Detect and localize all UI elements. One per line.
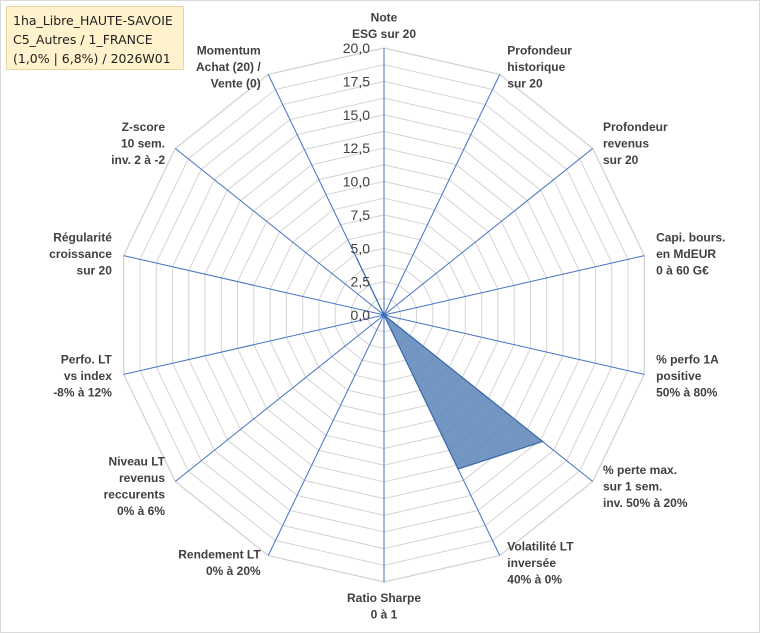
axis-label-line: Capi. bours. xyxy=(656,230,725,244)
axis-label: Profondeur revenus sur 20 xyxy=(603,120,668,167)
axis-label: Momentum Achat (20) / Vente (0) xyxy=(196,44,261,91)
axis-label: Volatilité LT inversée 40% à 0% xyxy=(507,539,574,586)
axis-label: Rendement LT 0% à 20% xyxy=(178,548,261,579)
axis-label-line: sur 20 xyxy=(507,77,543,91)
axis-spoke xyxy=(174,314,385,482)
axis-spoke xyxy=(383,74,501,316)
axis-label-line: 50% à 80% xyxy=(656,386,718,400)
axis-label-line: Note xyxy=(371,11,398,25)
axis-label: Note ESG sur 20 xyxy=(352,11,416,42)
axis-label-line: revenus xyxy=(119,471,165,485)
tick-label: 2,5 xyxy=(351,274,371,290)
axis-label: Profondeur historique sur 20 xyxy=(507,44,572,91)
axis-spoke xyxy=(383,314,645,375)
info-line-2: C5_Autres / 1_FRANCE xyxy=(13,32,153,47)
axis-label-line: 40% à 0% xyxy=(507,572,562,586)
axis-label-line: % perfo 1A xyxy=(656,353,719,367)
axis-label-line: Rendement LT xyxy=(178,548,261,562)
info-box: 1ha_Libre_HAUTE-SAVOIE C5_Autres / 1_FRA… xyxy=(6,6,184,70)
axis-label-line: sur 20 xyxy=(603,153,639,167)
info-line-3: (1,0% | 6,8%) / 2026W01 xyxy=(13,51,171,66)
axis-label-line: revenus xyxy=(603,137,649,151)
axis-label: Ratio Sharpe 0 à 1 xyxy=(347,591,421,622)
axis-label: Capi. bours. en MdEUR 0 à 60 G€ xyxy=(656,230,725,277)
axis-label-line: 0% à 6% xyxy=(117,504,165,518)
axis-spoke xyxy=(383,255,645,316)
axis-label: Perfo. LT vs index -8% à 12% xyxy=(53,353,112,400)
axis-label-line: 10 sem. xyxy=(121,137,165,151)
axis-label-line: Perfo. LT xyxy=(61,353,113,367)
axis-label-line: sur 1 sem. xyxy=(603,480,662,494)
axis-spoke xyxy=(174,148,385,316)
info-line-1: 1ha_Libre_HAUTE-SAVOIE xyxy=(13,13,173,28)
axis-label-line: Z-score xyxy=(122,120,166,134)
axis-label-line: Profondeur xyxy=(507,44,572,58)
axis-label-line: inversée xyxy=(507,556,556,570)
tick-label: 12,5 xyxy=(343,140,370,156)
tick-label: 7,5 xyxy=(351,207,371,223)
tick-label: 15,0 xyxy=(343,107,370,123)
axis-spoke xyxy=(267,314,385,556)
axis-label-line: Niveau LT xyxy=(109,455,166,469)
tick-label: 20,0 xyxy=(343,40,370,56)
axis-spoke xyxy=(123,255,385,316)
axis-label-line: Volatilité LT xyxy=(507,539,574,553)
axis-label-line: ESG sur 20 xyxy=(352,27,416,41)
axis-label: % perfo 1A positive 50% à 80% xyxy=(656,353,719,400)
axis-label-line: positive xyxy=(656,369,702,383)
tick-label: 17,5 xyxy=(343,73,370,89)
axis-label-line: Achat (20) / xyxy=(196,60,261,74)
axis-label-line: reccurents xyxy=(104,488,166,502)
axis-label-line: vs index xyxy=(64,369,112,383)
axis-label: Niveau LT revenus reccurents 0% à 6% xyxy=(104,455,166,519)
axis-spoke xyxy=(383,148,594,316)
axis-label-line: Profondeur xyxy=(603,120,668,134)
axis-label: % perte max. sur 1 sem. inv. 50% à 20% xyxy=(603,463,688,510)
axis-label-line: 0 à 1 xyxy=(371,608,398,622)
axis-label-line: 0 à 60 G€ xyxy=(656,263,709,277)
axis-label-line: en MdEUR xyxy=(656,247,716,261)
axis-label-line: Régularité xyxy=(53,230,112,244)
axis-label-line: sur 20 xyxy=(77,263,113,277)
series-area xyxy=(355,257,544,470)
axis-label-line: Vente (0) xyxy=(211,77,261,91)
axis-label-line: croissance xyxy=(49,247,112,261)
axis-spoke xyxy=(123,314,385,375)
tick-label: 5,0 xyxy=(351,240,371,256)
axis-label-line: Momentum xyxy=(197,44,261,58)
axis-label-line: inv. 50% à 20% xyxy=(603,496,688,510)
axis-label-line: Ratio Sharpe xyxy=(347,591,421,605)
tick-label: 0,0 xyxy=(351,307,371,323)
axis-label: Régularité croissance sur 20 xyxy=(49,230,112,277)
axis-label: Z-score 10 sem. inv. 2 à -2 xyxy=(111,120,165,167)
axis-label-line: inv. 2 à -2 xyxy=(111,153,165,167)
axis-label-line: % perte max. xyxy=(603,463,677,477)
axis-label-line: -8% à 12% xyxy=(53,386,112,400)
tick-label: 10,0 xyxy=(343,174,370,190)
axis-label-line: historique xyxy=(507,60,565,74)
axis-label-line: 0% à 20% xyxy=(206,564,261,578)
